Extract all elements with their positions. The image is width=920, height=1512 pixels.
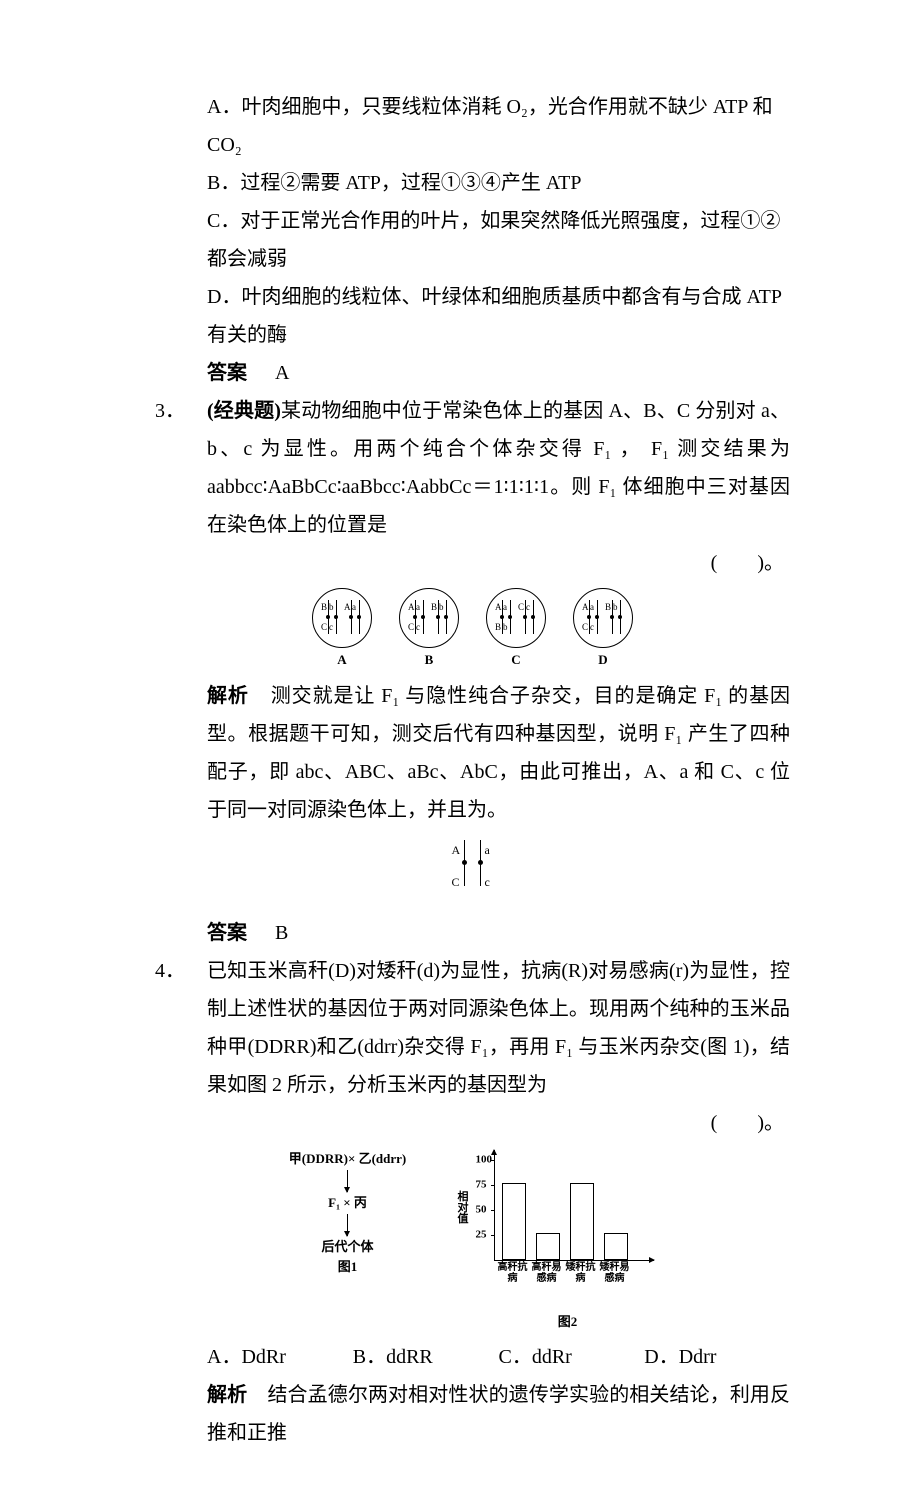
q3-a-p2-t2: a (352, 603, 356, 612)
q3-stem-wrap: (经典题)某动物细胞中位于常染色体上的基因 A、B、C 分别对 a、b、c 为显… (207, 392, 790, 544)
q3-c-p1-t2: a (503, 603, 507, 612)
mc-lt: A (452, 839, 461, 862)
q2-option-d: D．叶肉细胞的线粒体、叶绿体和细胞质基质中都含有与合成 ATP 有关的酶 (155, 278, 790, 354)
q3-b-p2-t1: B (431, 603, 437, 612)
q3-stem-prefix: (经典题) (207, 400, 281, 422)
arrow-icon (347, 1214, 348, 1236)
q3-label-b: B (394, 648, 464, 673)
q4-paren: ( )。 (155, 1104, 790, 1142)
q4-option-a: A．DdRr (207, 1338, 353, 1376)
q3-stem: 某动物细胞中位于常染色体上的基因 A、B、C 分别对 a、b、c 为显性。用两个… (207, 400, 790, 536)
q3-label-a: A (307, 648, 377, 673)
q3-d-p2-t1: B (605, 603, 611, 612)
q4-option-b: B．ddRR (353, 1338, 499, 1376)
fig1-line1: 甲(DDRR)× 乙(ddrr) (268, 1150, 428, 1168)
q3-b-p1-b1: C (408, 623, 414, 632)
q4-explain-row: 解析 结合孟德尔两对相对性状的遗传学实验的相关结论，利用反推和正推 (155, 1376, 790, 1452)
q3-d-p1-t1: A (582, 603, 589, 612)
q4-number: 4． (155, 952, 207, 1104)
q3-a-p1-t2: b (329, 603, 334, 612)
xlabel-3: 矮秆抗病 (566, 1262, 596, 1284)
q3-d-p1-b1: C (582, 623, 588, 632)
q4-options: A．DdRr B．ddRR C．ddRr D．Ddrr (155, 1338, 790, 1376)
ytick-50: 50 (476, 1199, 487, 1220)
q2-option-a: A．叶肉细胞中，只要线粒体消耗 O₂，光合作用就不缺少 ATP 和 CO₂ (155, 88, 790, 164)
q3-a-p1-b2: c (329, 623, 333, 632)
q3-cell-a: B C b c A a A (307, 588, 377, 673)
q3-mini-chrom: A C a c (155, 833, 790, 906)
page: A．叶肉细胞中，只要线粒体消耗 O₂，光合作用就不缺少 ATP 和 CO₂ B．… (0, 0, 920, 1512)
fig1-line3: 后代个体 (268, 1238, 428, 1256)
q4-fig2: 相对值 25 50 75 100 高秆抗病 高秆易感病 矮秆抗病 (458, 1150, 678, 1335)
q3-a-p2-t1: A (344, 603, 351, 612)
q3-b-p1-t2: a (416, 603, 420, 612)
q3-cell-d: A C a c B b D (568, 588, 638, 673)
ytick-75: 75 (476, 1174, 487, 1195)
q3-label-c: C (481, 648, 551, 673)
q3-paren: ( )。 (155, 544, 790, 582)
q3-explain: 测交就是让 F₁ 与隐性纯合子杂交，目的是确定 F₁ 的基因型。根据题干可知，测… (207, 685, 790, 821)
q3-explain-label: 解析 (207, 685, 249, 707)
q3-label-d: D (568, 648, 638, 673)
bar-3 (570, 1183, 594, 1260)
q4: 4． 已知玉米高秆(D)对矮秆(d)为显性，抗病(R)对易感病(r)为显性，控制… (155, 952, 790, 1104)
q3-c-p2-t2: c (526, 603, 530, 612)
q3-c-p1-b1: B (495, 623, 501, 632)
bar-1 (502, 1183, 526, 1260)
q4-option-d: D．Ddrr (644, 1338, 790, 1376)
q3-d-p2-t2: b (613, 603, 618, 612)
q3-answer: B (275, 922, 288, 944)
chart-ylabel: 相对值 (458, 1192, 474, 1225)
q3-diagram: B C b c A a A (155, 588, 790, 673)
q4-stem: 已知玉米高秆(D)对矮秆(d)为显性，抗病(R)对易感病(r)为显性，控制上述性… (207, 952, 790, 1104)
q3-cell-b: A C a c B b B (394, 588, 464, 673)
fig2-caption: 图2 (458, 1310, 678, 1335)
mc-lb: C (452, 871, 460, 894)
q2-answer: A (275, 362, 289, 384)
xlabel-2: 高秆易感病 (532, 1262, 562, 1284)
bar-4 (604, 1233, 628, 1260)
q3-number: 3． (155, 392, 207, 544)
q3-c-p1-t1: A (495, 603, 502, 612)
q3-b-p1-b2: c (416, 623, 420, 632)
q4-figures: 甲(DDRR)× 乙(ddrr) F₁ × 丙 后代个体 图1 相对值 25 5… (155, 1150, 790, 1335)
xlabel-1: 高秆抗病 (498, 1262, 528, 1284)
q3-explain-row: 解析 测交就是让 F₁ 与隐性纯合子杂交，目的是确定 F₁ 的基因型。根据题干可… (155, 677, 790, 829)
mc-rt: a (485, 839, 490, 862)
xlabel-4: 矮秆易感病 (600, 1262, 630, 1284)
q3-cell-c: A B a b C c C (481, 588, 551, 673)
q3-c-p1-b2: b (503, 623, 508, 632)
q3-b-p1-t1: A (408, 603, 415, 612)
fig1-line2: F₁ × 丙 (268, 1194, 428, 1212)
q3-d-p1-b2: c (590, 623, 594, 632)
q3-a-p1-t1: B (321, 603, 327, 612)
q4-explain-label: 解析 (207, 1384, 247, 1406)
q4-explain: 结合孟德尔两对相对性状的遗传学实验的相关结论，利用反推和正推 (207, 1384, 790, 1444)
mc-rb: c (485, 871, 490, 894)
fig1-caption: 图1 (268, 1258, 428, 1276)
q3-d-p1-t2: a (590, 603, 594, 612)
axis-x (494, 1260, 654, 1261)
bar-chart: 相对值 25 50 75 100 高秆抗病 高秆易感病 矮秆抗病 (458, 1150, 658, 1280)
q3-answer-row: 答案 B (155, 914, 790, 952)
q3-c-p2-t1: C (518, 603, 524, 612)
q2-option-b: B．过程②需要 ATP，过程①③④产生 ATP (155, 164, 790, 202)
q2-option-c: C．对于正常光合作用的叶片，如果突然降低光照强度，过程①②都会减弱 (155, 202, 790, 278)
q4-option-c: C．ddRr (499, 1338, 645, 1376)
q2-answer-row: 答案 A (155, 354, 790, 392)
ytick-25: 25 (476, 1224, 487, 1245)
axis-y (494, 1150, 495, 1260)
q2-answer-label: 答案 (207, 362, 247, 384)
q3-answer-label: 答案 (207, 922, 247, 944)
q4-fig1: 甲(DDRR)× 乙(ddrr) F₁ × 丙 后代个体 图1 (268, 1150, 428, 1335)
q3: 3． (经典题)某动物细胞中位于常染色体上的基因 A、B、C 分别对 a、b、c… (155, 392, 790, 544)
q3-b-p2-t2: b (439, 603, 444, 612)
bar-2 (536, 1233, 560, 1260)
q3-a-p1-b1: C (321, 623, 327, 632)
arrow-icon (347, 1170, 348, 1192)
